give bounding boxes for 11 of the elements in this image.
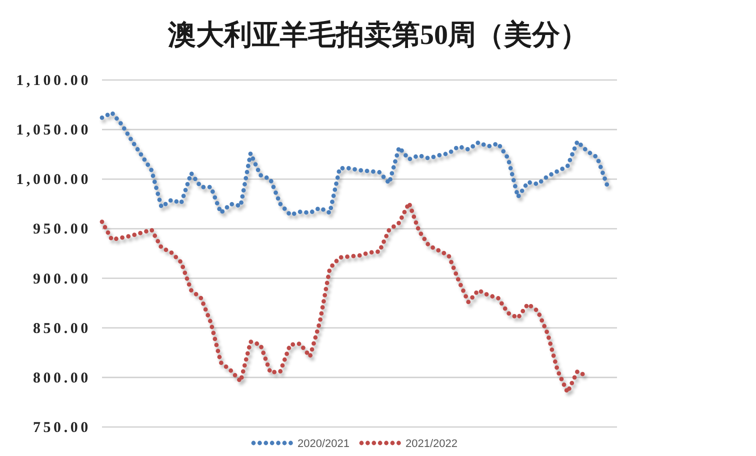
- y-tick-label: 850.00: [32, 320, 91, 337]
- y-tick-label: 1,100.00: [16, 73, 91, 89]
- legend-label: 2020/2021: [298, 438, 350, 450]
- y-tick-label: 900.00: [32, 271, 91, 288]
- title: 澳大利亚羊毛拍卖第50周（美分）: [168, 20, 588, 51]
- y-tick-label: 1,050.00: [16, 122, 91, 139]
- y-tick-label: 800.00: [32, 370, 91, 386]
- y-tick-label: 950.00: [32, 222, 91, 238]
- y-tick-label: 750.00: [32, 420, 91, 436]
- legend-label: 2021/2022: [406, 438, 458, 450]
- y-tick-label: 1,000.00: [16, 172, 91, 188]
